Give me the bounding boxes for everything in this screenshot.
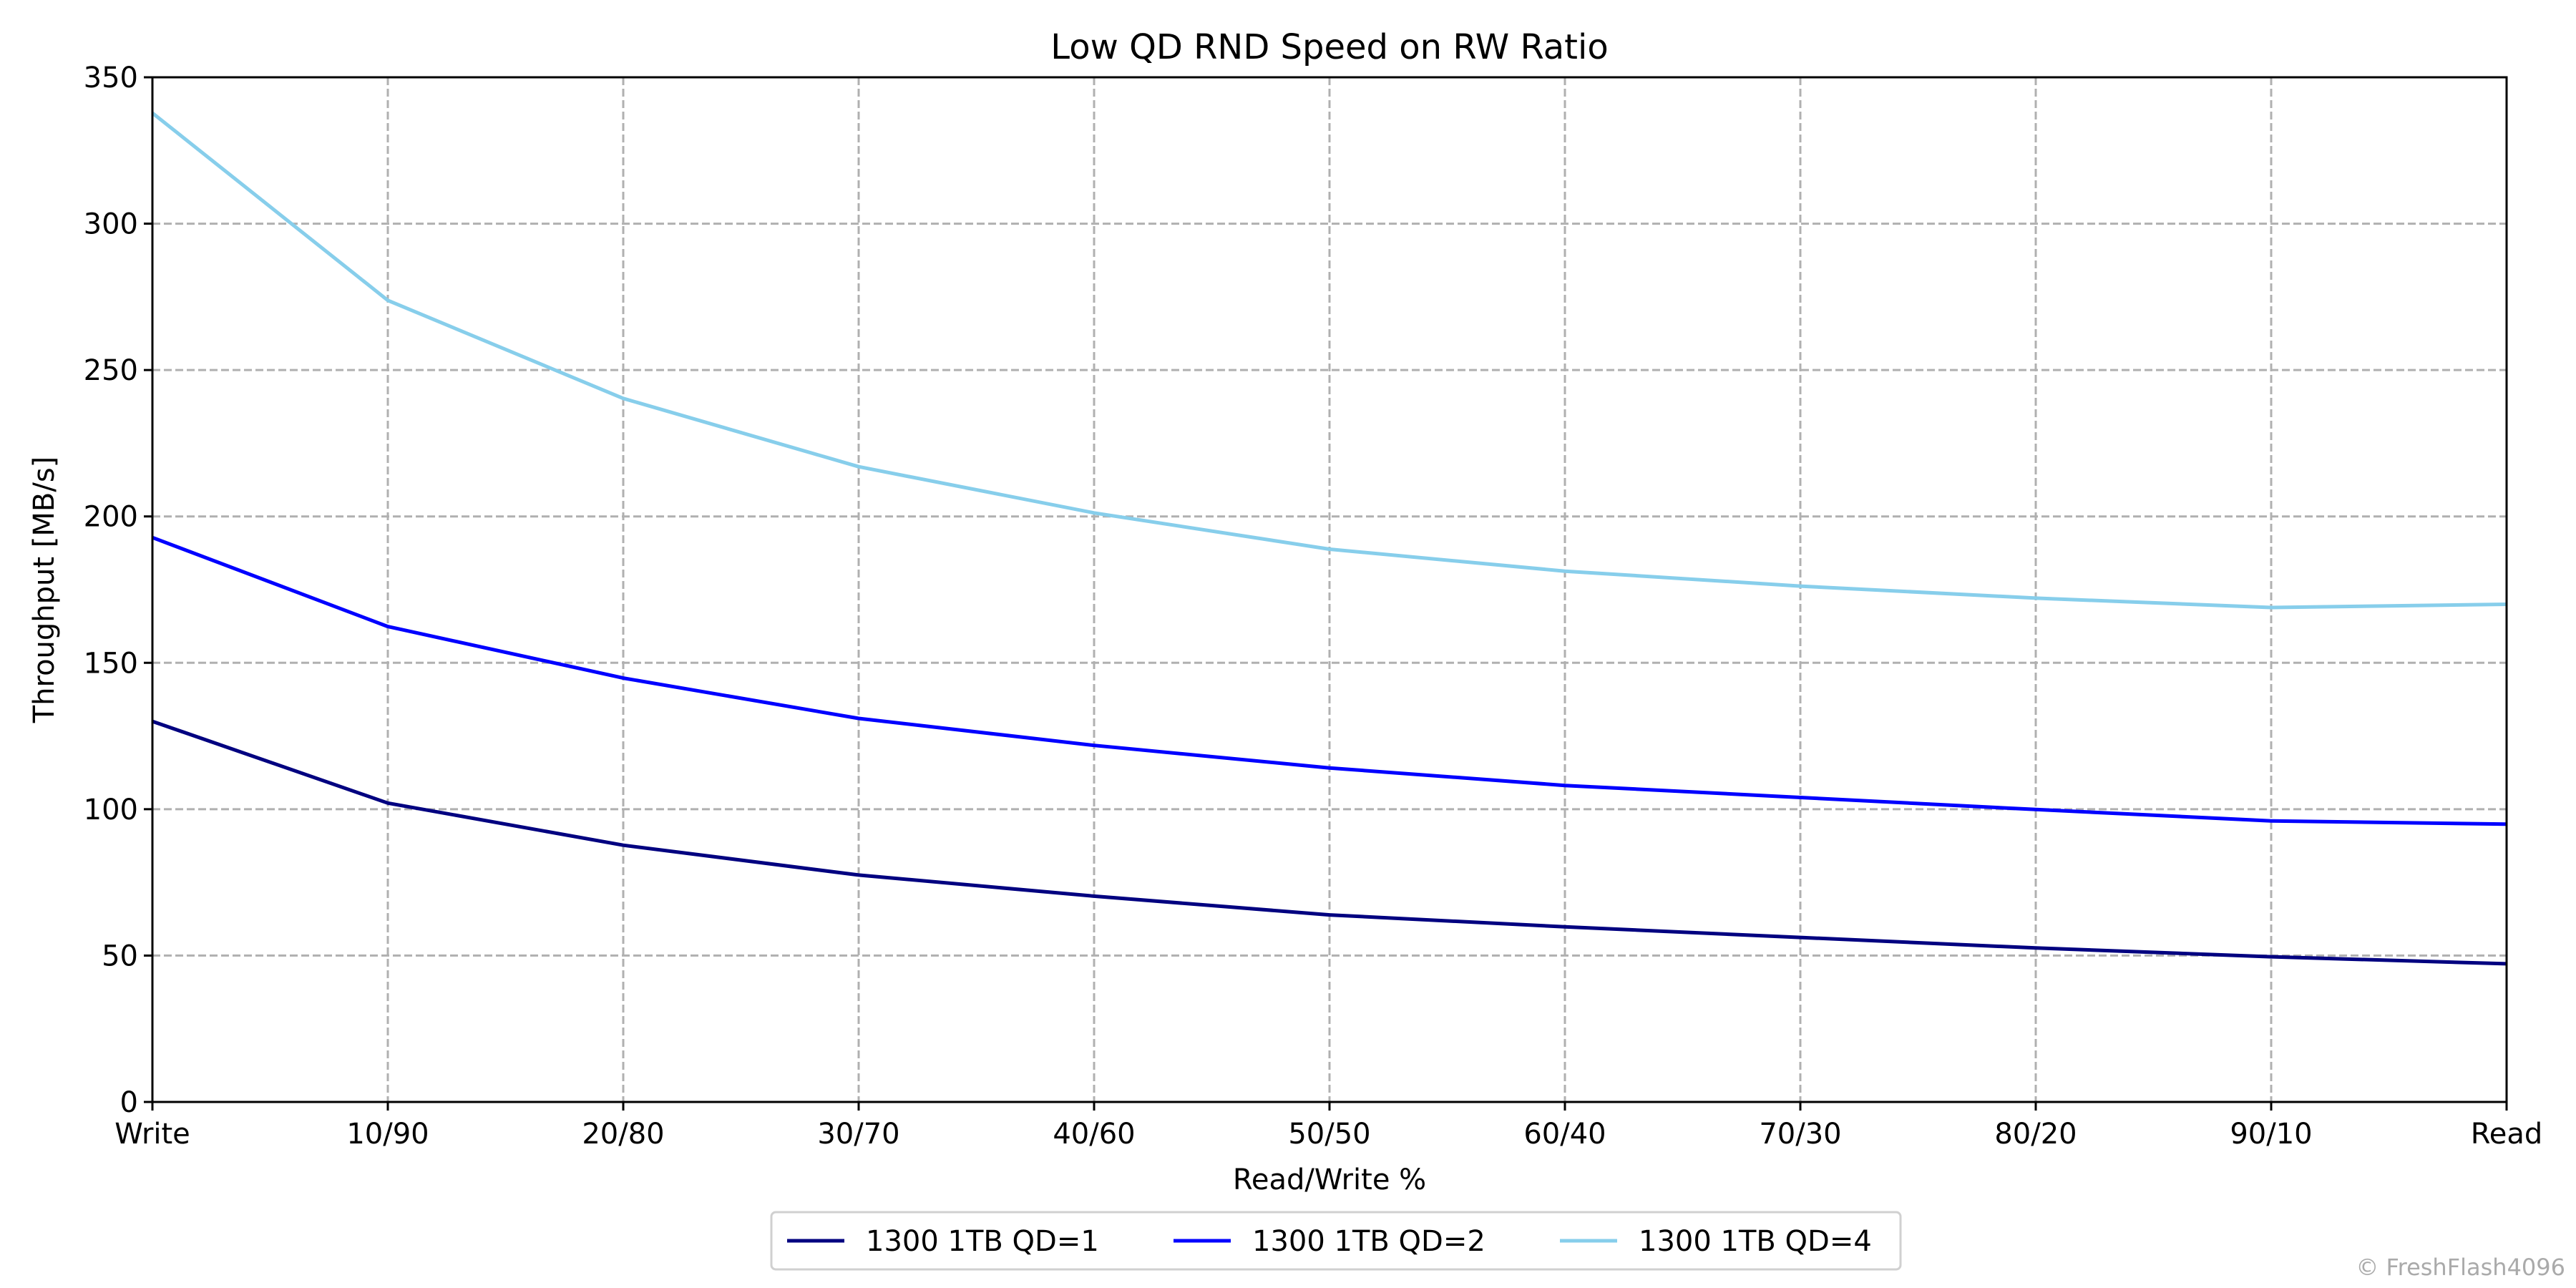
y-axis: 0 50 100 150 200 250 300 350	[84, 62, 152, 1119]
y-tick-label: 100	[84, 794, 138, 826]
legend-label: 1300 1TB QD=2	[1252, 1225, 1485, 1258]
x-tick-label: 20/80	[582, 1118, 664, 1151]
x-tick-label: 30/70	[817, 1118, 899, 1151]
x-tick-label: Read	[2471, 1118, 2543, 1151]
y-tick-label: 200	[84, 501, 138, 534]
x-tick-label: 70/30	[1759, 1118, 1841, 1151]
legend: 1300 1TB QD=1 1300 1TB QD=2 1300 1TB QD=4	[770, 1211, 1902, 1271]
x-tick-label: 10/90	[346, 1118, 429, 1151]
x-axis: Write 10/90 20/80 30/70 40/60 50/50 60/40 70/30…	[114, 1102, 2542, 1151]
y-tick-label: 350	[84, 62, 138, 94]
y-tick-label: 0	[120, 1086, 138, 1119]
x-tick-label: 50/50	[1288, 1118, 1370, 1151]
chart-title: Low QD RND Speed on RW Ratio	[1050, 27, 1608, 67]
y-tick-label: 150	[84, 647, 138, 680]
x-tick-label: 40/60	[1053, 1118, 1135, 1151]
x-tick-label: Write	[114, 1118, 190, 1151]
legend-label: 1300 1TB QD=4	[1639, 1225, 1872, 1258]
y-tick-label: 50	[102, 940, 138, 972]
legend-box	[770, 1211, 1902, 1271]
y-axis-title: Throughput [MB/s]	[28, 457, 61, 724]
x-tick-label: 80/20	[1994, 1118, 2077, 1151]
legend-label: 1300 1TB QD=1	[866, 1225, 1099, 1258]
y-tick-label: 250	[84, 354, 138, 387]
grid	[152, 77, 2507, 1102]
watermark: © FreshFlash4096	[2356, 1254, 2565, 1281]
x-tick-label: 60/40	[1523, 1118, 1606, 1151]
x-axis-title: Read/Write %	[1233, 1163, 1426, 1196]
y-tick-label: 300	[84, 208, 138, 241]
x-tick-label: 90/10	[2230, 1118, 2312, 1151]
series-lines	[151, 111, 2507, 966]
